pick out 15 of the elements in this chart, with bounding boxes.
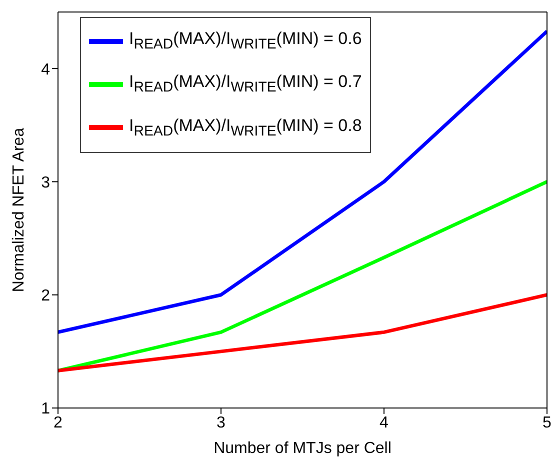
- x-tick-label: 3: [216, 414, 226, 432]
- legend-label: I$_{READ}$(MAX)/I$_{WRITE}$(MIN) = 0.8: [129, 114, 362, 142]
- x-tick-label: 5: [542, 414, 552, 432]
- y-tick-label: 2: [41, 288, 50, 305]
- line-series: [58, 293, 547, 372]
- x-tick-label: 2: [54, 414, 63, 432]
- y-tick-label: 3: [41, 174, 50, 192]
- y-axis-title: Normalized NFET Area: [10, 128, 28, 292]
- legend-label: I$_{READ}$(MAX)/I$_{WRITE}$(MIN) = 0.6: [129, 28, 362, 54]
- legend-label: I$_{READ}$(MAX)/I$_{WRITE}$(MIN) = 0.7: [129, 71, 362, 98]
- x-tick-label: 4: [380, 414, 389, 432]
- x-axis-title: Number of MTJs per Cell: [214, 440, 392, 457]
- y-tick-label: 1: [41, 400, 50, 418]
- line-series: [58, 29, 547, 334]
- y-tick-label: 4: [41, 61, 50, 78]
